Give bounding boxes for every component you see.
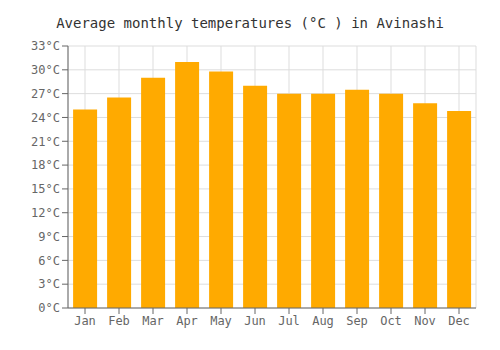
svg-text:Jul: Jul <box>278 314 300 328</box>
svg-text:Aug: Aug <box>312 314 334 328</box>
html-text:Average monthly temperatures (: Average monthly temperatures (°C ) in Av… <box>56 15 444 31</box>
svg-text:9°C: 9°C <box>38 230 60 244</box>
svg-text:Oct: Oct <box>380 314 402 328</box>
svg-text:Jan: Jan <box>74 314 96 328</box>
svg-text:Nov: Nov <box>414 314 436 328</box>
svg-text:0°C: 0°C <box>38 301 60 315</box>
svg-text:24°C: 24°C <box>31 111 60 125</box>
svg-text:Sep: Sep <box>346 314 368 328</box>
svg-text:6°C: 6°C <box>38 254 60 268</box>
svg-text:May: May <box>210 314 232 328</box>
svg-text:Dec: Dec <box>448 314 470 328</box>
svg-text:Mar: Mar <box>142 314 164 328</box>
svg-text:15°C: 15°C <box>31 182 60 196</box>
svg-text:18°C: 18°C <box>31 158 60 172</box>
svg-text:Jun: Jun <box>244 314 266 328</box>
svg-text:Feb: Feb <box>108 314 130 328</box>
svg-text:3°C: 3°C <box>38 277 60 291</box>
svg-text:12°C: 12°C <box>31 206 60 220</box>
svg-text:30°C: 30°C <box>31 63 60 77</box>
svg-text:Apr: Apr <box>176 314 198 328</box>
svg-text:27°C: 27°C <box>31 87 60 101</box>
svg-text:21°C: 21°C <box>31 135 60 149</box>
svg-text:33°C: 33°C <box>31 39 60 53</box>
